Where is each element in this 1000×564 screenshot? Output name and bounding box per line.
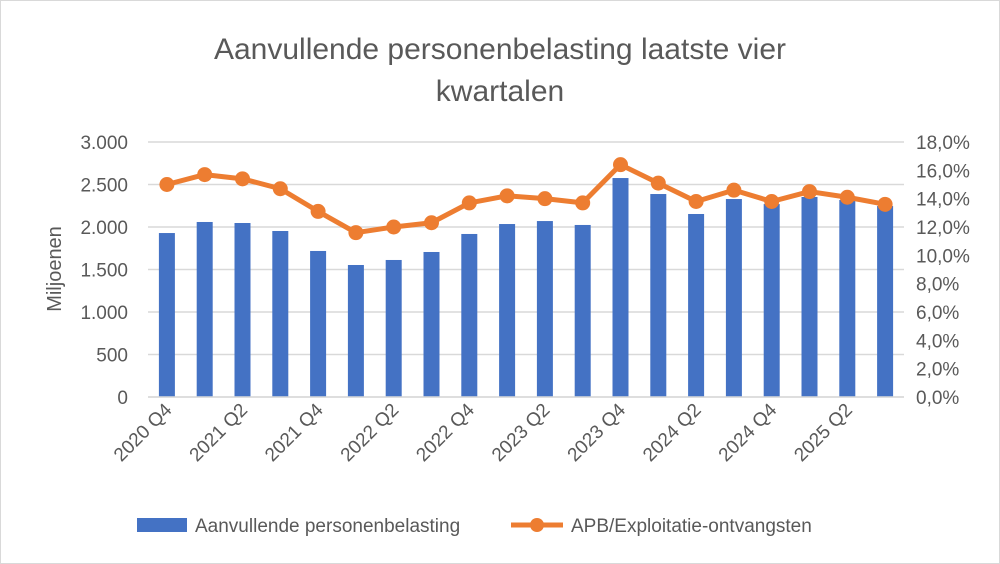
x-tick-label: 2024 Q2 [639,400,705,466]
bar-2024-Q2 [688,213,705,397]
chart-title-line-2: kwartalen [436,75,564,108]
legend: Aanvullende personenbelasting APB/Exploi… [137,516,812,537]
line-point-2024-Q4 [764,194,780,209]
line-point-2023-Q2 [537,191,553,207]
y2-tick-label: 16,0% [916,161,970,182]
legend-label-line: APB/Exploitatie-ontvangsten [571,516,812,537]
bar-2021-Q1 [196,221,213,397]
line-point-2025-Q1 [802,184,817,200]
bar-2022-Q3 [423,251,440,397]
bar-2025-Q2 [839,199,856,397]
x-tick-label: 2023 Q2 [488,400,554,466]
y2-tick-label: 2,0% [916,360,959,381]
x-tick-label: 2022 Q2 [337,400,403,466]
line-point-2021-Q4 [310,203,326,219]
chart-title-line-1: Aanvullende personenbelasting laatste vi… [214,33,786,66]
line-point-2025-Q2 [839,189,855,205]
legend-label-bar: Aanvullende personenbelasting [195,516,460,537]
bar-2024-Q1 [650,194,667,397]
line-point-2022-Q4 [461,195,477,211]
y2-tick-label: 4,0% [916,331,959,352]
line-point-2022-Q1 [348,225,364,241]
bar-2023-Q4 [612,178,629,397]
line-point-2023-Q4 [613,157,628,173]
y-tick-label: 0 [117,388,128,409]
line-point-2020-Q4 [159,177,175,192]
x-tick-label: 2024 Q4 [715,399,782,466]
bar-2023-Q2 [536,221,553,397]
line-point-2023-Q1 [499,188,515,204]
bar-2022-Q1 [347,264,364,397]
y2-tick-label: 18,0% [916,133,970,154]
line-point-2022-Q2 [386,219,402,235]
y-axis-label: Miljoenen [44,226,66,312]
y2-tick-label: 12,0% [916,218,970,239]
x-tick-label: 2022 Q4 [412,399,479,466]
bar-2022-Q2 [385,259,402,397]
line-point-2021-Q2 [235,171,250,187]
bar-2021-Q4 [310,250,327,397]
line-point-2021-Q3 [272,181,288,197]
bar-2025-Q3 [877,206,894,397]
legend-swatch-bar [137,518,187,532]
y2-tick-label: 10,0% [916,246,970,267]
y2-tick-label: 6,0% [916,303,959,324]
y-tick-label: 1.000 [80,303,128,324]
bar-2025-Q1 [801,196,818,397]
line-point-2021-Q1 [197,167,213,183]
x-tick-label: 2021 Q2 [186,400,252,466]
y2-tick-label: 8,0% [916,275,959,296]
line-point-2024-Q3 [726,182,742,198]
line-point-2025-Q3 [877,196,893,212]
y2-tick-label: 14,0% [916,190,970,211]
x-tick-label: 2021 Q4 [261,399,328,466]
x-tick-label: 2025 Q2 [790,400,856,466]
line-point-2024-Q1 [650,175,666,191]
line-point-2023-Q3 [575,195,591,211]
bar-2024-Q4 [763,204,780,397]
bar-2024-Q3 [725,199,742,397]
bar-2021-Q2 [234,223,251,397]
y-tick-label: 1.500 [80,261,128,282]
y-tick-label: 2.000 [80,218,128,239]
x-tick-label: 2020 Q4 [110,399,177,466]
y-tick-label: 500 [96,346,128,367]
line-point-2022-Q3 [424,215,439,231]
bar-2023-Q3 [574,224,591,397]
bar-2023-Q1 [499,224,516,397]
bar-2022-Q4 [461,233,478,397]
line-point-2024-Q2 [688,194,704,209]
x-tick-label: 2023 Q4 [564,399,631,466]
legend-swatch-marker [530,518,544,532]
y-tick-label: 2.500 [80,176,128,197]
y-tick-label: 3.000 [80,133,128,154]
bar-2020-Q4 [158,233,175,397]
bar-2021-Q3 [272,230,289,397]
y2-tick-label: 0,0% [916,388,959,409]
